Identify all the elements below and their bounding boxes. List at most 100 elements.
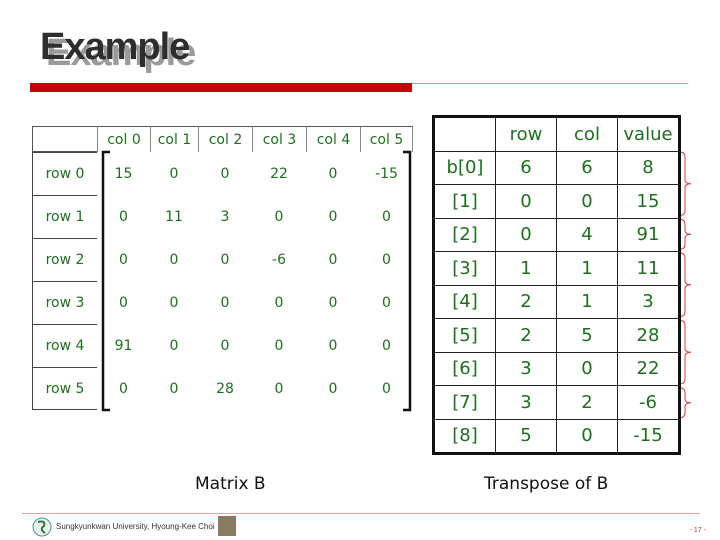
- table-cell: 2: [556, 385, 618, 420]
- title-underline: [30, 83, 412, 92]
- matrix-cell: 0: [328, 380, 338, 397]
- matrix-cell: 0: [382, 380, 391, 397]
- corner-cell: [32, 126, 97, 152]
- table-cell: 8: [617, 150, 680, 185]
- column-header: [433, 116, 496, 152]
- table-row: [2] 0 4 91: [433, 217, 680, 252]
- table-cell: [5]: [433, 318, 496, 353]
- table-cell: 1: [495, 251, 557, 286]
- matrix-cell: 0: [169, 251, 179, 268]
- matrix-cell: 0: [119, 380, 128, 397]
- matrix-cell: 0: [274, 337, 284, 354]
- matrix-cell: 0: [169, 380, 179, 397]
- table-cell: [3]: [433, 251, 496, 286]
- column-header: col 1: [150, 126, 198, 152]
- matrix-cell: 0: [274, 380, 284, 397]
- column-header: col 0: [97, 126, 150, 152]
- left-bracket: [101, 150, 110, 412]
- table-row: [4] 2 1 3: [433, 284, 680, 319]
- matrix-cell: 0: [328, 337, 338, 354]
- matrix-cell: 0: [119, 294, 128, 311]
- table-cell: 1: [556, 251, 618, 286]
- table-cell: -6: [617, 385, 680, 420]
- column-header: row: [495, 116, 557, 152]
- table-cell: 11: [617, 251, 680, 286]
- column-header: col: [556, 116, 618, 152]
- group-brace: [679, 320, 692, 385]
- column-header: col 5: [360, 126, 413, 152]
- table-cell: 5: [495, 418, 557, 454]
- transpose-table: row col value b[0] 6 6 8 [1] 0 0 15 [2] 0 4 91 [3] 1 1 11[…: [432, 115, 681, 455]
- table-cell: 6: [495, 150, 557, 185]
- matrix-cell: 0: [382, 337, 391, 354]
- matrix-cell: 28: [216, 380, 234, 397]
- matrix-cell: 0: [274, 294, 284, 311]
- table-row: [1] 0 0 15: [433, 184, 680, 219]
- table-cell: 3: [495, 385, 557, 420]
- row-header: row 3: [32, 281, 97, 324]
- table-cell: [7]: [433, 385, 496, 420]
- table-row: [6] 3 0 22: [433, 351, 680, 386]
- matrix-cell: 3: [220, 208, 230, 225]
- table-cell: 2: [495, 284, 557, 319]
- footer-text: Sungkyunkwan University, Hyoung-Kee Choi: [56, 522, 215, 531]
- matrix-cell: 15: [114, 165, 133, 182]
- row-header: row 1: [32, 195, 97, 238]
- matrix-cell: 0: [382, 208, 391, 225]
- row-header: row 2: [32, 238, 97, 281]
- table-row: [3] 1 1 11: [433, 251, 680, 286]
- matrix-cell: 0: [119, 251, 128, 268]
- table-cell: [8]: [433, 418, 496, 454]
- table-cell: [1]: [433, 184, 496, 219]
- matrix-cell: 11: [165, 208, 183, 225]
- table-cell: 3: [617, 284, 680, 319]
- table-cell: 28: [617, 318, 680, 353]
- right-bracket: [403, 150, 412, 412]
- group-brace: [679, 218, 692, 250]
- table-cell: 91: [617, 217, 680, 252]
- matrix-cell: 0: [274, 208, 284, 225]
- table-cell: 2: [495, 318, 557, 353]
- table-cell: 15: [617, 184, 680, 219]
- matrix-cell: 0: [328, 208, 338, 225]
- matrix-cell: 0: [220, 337, 230, 354]
- matrix-cell: 0: [169, 337, 179, 354]
- group-brace: [679, 252, 692, 317]
- row-header: row 4: [32, 324, 97, 367]
- matrix-cell: 0: [220, 251, 230, 268]
- table-cell: -15: [617, 418, 680, 454]
- table-cell: 0: [556, 184, 618, 219]
- footer-rule: [22, 513, 700, 514]
- matrix-cell: 0: [169, 165, 179, 182]
- title-rule: [412, 83, 688, 84]
- column-header: col 3: [252, 126, 306, 152]
- matrix-cell: 0: [382, 294, 391, 311]
- table-cell: 6: [556, 150, 618, 185]
- matrix-cell: 0: [220, 294, 230, 311]
- matrix-cell: 0: [328, 251, 338, 268]
- table-row: [7] 3 2 -6: [433, 385, 680, 420]
- column-header: col 4: [306, 126, 360, 152]
- table-row: [5] 2 5 28: [433, 318, 680, 353]
- matrix-cell: -6: [272, 251, 286, 268]
- university-logo-icon: [32, 517, 52, 537]
- page-number: - 17 -: [689, 527, 706, 534]
- slide-title: Example: [40, 26, 190, 68]
- table-row: b[0] 6 6 8: [433, 150, 680, 185]
- matrix-caption: Matrix B: [195, 474, 266, 494]
- matrix-cell: 0: [328, 294, 338, 311]
- table-cell: 5: [556, 318, 618, 353]
- matrix-cell: 91: [114, 337, 133, 354]
- matrix-cell: 0: [169, 294, 179, 311]
- header-row: row col value: [433, 116, 680, 152]
- table-cell: [4]: [433, 284, 496, 319]
- matrix-cell: 0: [382, 251, 391, 268]
- row-header: row 0: [32, 152, 97, 195]
- matrix-cell: 0: [220, 165, 230, 182]
- table-cell: 1: [556, 284, 618, 319]
- matrix-cell: -15: [375, 165, 398, 182]
- table-cell: 22: [617, 351, 680, 386]
- table-cell: 4: [556, 217, 618, 252]
